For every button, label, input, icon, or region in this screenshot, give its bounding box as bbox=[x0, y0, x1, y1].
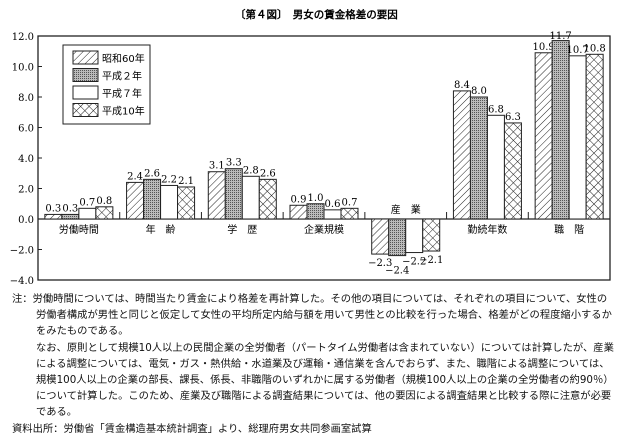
y-tick-label: 0.0 bbox=[18, 215, 34, 226]
data-label: −2.2 bbox=[402, 257, 426, 268]
bar bbox=[585, 53, 604, 220]
y-tick-label: −4.0 bbox=[10, 276, 34, 287]
category-label: 産 業 bbox=[391, 203, 421, 216]
note-additional: なお、原則として規模10人以上の民間企業の全労働者（パートタイム労働者は含まれて… bbox=[36, 341, 614, 419]
y-tick-label: 6.0 bbox=[18, 124, 34, 135]
data-label: 10.7 bbox=[567, 45, 589, 56]
data-label: −2.1 bbox=[419, 255, 443, 266]
bar bbox=[388, 218, 407, 257]
data-label: 0.8 bbox=[96, 196, 112, 207]
bar-chart: 〔第４図〕 男女の賃金格差の要因 12.0 10.0 8.0 6.0 4.0 2.0 0.0… bbox=[10, 8, 611, 287]
data-label: 10.8 bbox=[584, 43, 606, 54]
bar bbox=[241, 175, 260, 220]
y-tick-label: 8.0 bbox=[18, 93, 34, 104]
bar bbox=[469, 96, 488, 220]
bar bbox=[371, 218, 390, 255]
data-label: −2.3 bbox=[368, 258, 392, 269]
bar bbox=[568, 55, 587, 220]
category-label: 学 歴 bbox=[227, 223, 257, 236]
legend-label: 平成７年 bbox=[102, 87, 142, 100]
bar bbox=[486, 114, 505, 220]
legend-swatch bbox=[72, 50, 99, 65]
data-label: 6.8 bbox=[488, 104, 504, 115]
data-label: 8.4 bbox=[454, 80, 470, 91]
legend-label: 昭和60年 bbox=[102, 52, 145, 65]
bar bbox=[61, 213, 80, 220]
bar bbox=[452, 90, 471, 220]
data-label: 0.3 bbox=[45, 203, 61, 214]
category-label: 職 階 bbox=[554, 224, 584, 236]
y-tick-label: 10.0 bbox=[12, 63, 34, 74]
category-label: 勤続年数 bbox=[467, 223, 507, 236]
bar bbox=[207, 171, 226, 220]
data-label: 1.0 bbox=[308, 193, 324, 204]
bar bbox=[405, 218, 424, 254]
legend-label: 平成10年 bbox=[102, 105, 145, 118]
data-label: 0.9 bbox=[291, 194, 307, 205]
data-label: 2.8 bbox=[243, 165, 259, 176]
bar bbox=[143, 178, 162, 220]
data-label: 2.2 bbox=[161, 174, 177, 185]
data-label: 2.4 bbox=[127, 171, 143, 182]
data-label: 10.9 bbox=[533, 42, 555, 53]
data-label: 2.6 bbox=[144, 168, 160, 179]
legend-swatch bbox=[72, 68, 99, 82]
bar bbox=[551, 40, 570, 220]
data-label: 0.6 bbox=[325, 199, 341, 210]
data-label: 0.7 bbox=[342, 197, 358, 208]
bar bbox=[160, 184, 179, 220]
data-label: 3.1 bbox=[209, 161, 225, 172]
category-label: 年 齢 bbox=[146, 223, 176, 236]
bar bbox=[224, 168, 243, 220]
data-label: −2.4 bbox=[385, 266, 409, 277]
legend-swatch bbox=[72, 85, 99, 100]
bar bbox=[306, 203, 325, 220]
bar bbox=[126, 181, 145, 220]
data-label: 8.0 bbox=[471, 86, 487, 97]
data-label: 11.7 bbox=[550, 31, 572, 42]
data-label: 0.3 bbox=[62, 203, 78, 214]
bar bbox=[44, 213, 63, 220]
category-label: 企業規模 bbox=[304, 223, 344, 236]
legend-swatch bbox=[72, 103, 99, 117]
bar bbox=[534, 52, 553, 220]
bar bbox=[177, 186, 196, 220]
notes: 注：労働時間については、時間当たり賃金により格差を再計算した。その他の項目につい… bbox=[12, 291, 617, 437]
bar bbox=[340, 207, 359, 220]
bar bbox=[289, 204, 308, 220]
data-label: 3.3 bbox=[226, 158, 242, 169]
y-tick-label: −2.0 bbox=[10, 246, 34, 257]
y-tick-label: 2.0 bbox=[18, 185, 34, 196]
y-tick-label: 12.0 bbox=[12, 32, 34, 43]
legend-label: 平成２年 bbox=[102, 70, 142, 83]
bar bbox=[78, 207, 97, 220]
data-label: 0.7 bbox=[79, 197, 95, 208]
bar bbox=[503, 122, 522, 220]
category-label: 労働時間 bbox=[59, 223, 99, 236]
bar bbox=[95, 206, 114, 220]
bar bbox=[323, 209, 342, 220]
note-main: 注：労働時間については、時間当たり賃金により格差を再計算した。その他の項目につい… bbox=[12, 293, 612, 338]
data-label: 2.1 bbox=[178, 176, 194, 187]
data-label: 6.3 bbox=[505, 112, 521, 123]
y-tick-label: 4.0 bbox=[18, 154, 34, 165]
source-note: 資料出所：労働省「賃金構造基本統計調査」より、総理府男女共同参画室試算 bbox=[12, 422, 372, 435]
data-label: 2.6 bbox=[260, 168, 276, 179]
chart-title: 〔第４図〕 男女の賃金格差の要因 bbox=[235, 8, 398, 21]
bar bbox=[258, 178, 277, 220]
bar bbox=[422, 218, 441, 252]
